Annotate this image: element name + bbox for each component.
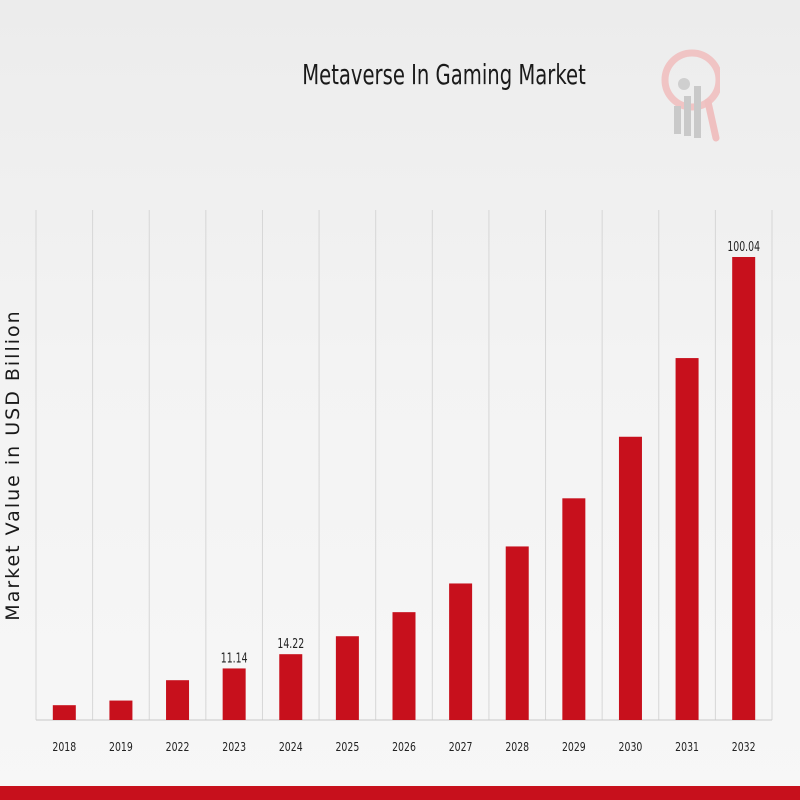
data-labels: 11.14 14.22 100.04 [221, 238, 760, 666]
x-tick-2025: 2025 [335, 740, 359, 754]
x-tick-2026: 2026 [392, 740, 416, 754]
x-tick-2030: 2030 [619, 740, 643, 754]
bar-2023 [222, 668, 246, 720]
bar-2027 [449, 583, 473, 720]
bar-2026 [392, 612, 416, 720]
footer-accent-bar [0, 786, 800, 800]
bar-2018 [52, 705, 76, 720]
bar-2031 [675, 358, 699, 720]
bars [52, 257, 756, 720]
bar-2030 [618, 436, 642, 720]
gridlines [35, 210, 773, 720]
bar-2019 [109, 700, 133, 720]
bar-2032 [732, 257, 756, 720]
bar-2022 [166, 680, 190, 720]
x-tick-2028: 2028 [505, 740, 529, 754]
x-tick-2024: 2024 [279, 740, 303, 754]
x-tick-2032: 2032 [732, 740, 756, 754]
x-tick-2018: 2018 [52, 740, 76, 754]
brand-logo-icon [661, 49, 720, 142]
x-tick-2022: 2022 [166, 740, 190, 754]
data-label-2023: 11.14 [221, 650, 248, 666]
x-tick-2027: 2027 [449, 740, 473, 754]
data-label-2032: 100.04 [727, 238, 760, 254]
bar-2024 [279, 654, 303, 720]
x-tick-2029: 2029 [562, 740, 586, 754]
x-tick-2031: 2031 [675, 740, 699, 754]
x-tick-2023: 2023 [222, 740, 246, 754]
data-label-2024: 14.22 [277, 636, 304, 652]
bar-2028 [505, 546, 529, 720]
bar-2025 [335, 636, 359, 720]
x-tick-2019: 2019 [109, 740, 133, 754]
x-tick-labels: 2018 2019 2022 2023 2024 2025 2026 2027 2028 2029… [52, 740, 755, 754]
bar-2029 [562, 498, 586, 720]
chart-title: Metaverse In Gaming Market [302, 58, 586, 91]
